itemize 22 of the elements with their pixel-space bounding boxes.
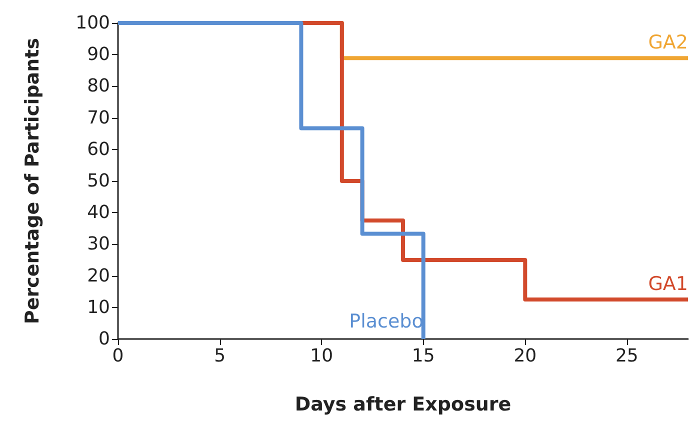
y-tick-label: 30 bbox=[87, 234, 110, 255]
series-label: Placebo bbox=[349, 310, 424, 332]
y-axis-title: Percentage of Participants bbox=[22, 38, 44, 324]
y-tick-label: 70 bbox=[87, 107, 110, 128]
y-tick-label: 0 bbox=[98, 328, 110, 350]
x-tick-label: 10 bbox=[310, 346, 334, 366]
series-label: GA2 bbox=[648, 32, 688, 54]
x-axis-title: Days after Exposure bbox=[294, 394, 512, 416]
y-tick-label: 40 bbox=[87, 202, 110, 224]
x-tick-label: 25 bbox=[615, 346, 638, 366]
y-tick-label: 60 bbox=[87, 138, 110, 160]
y-tick-label: 100 bbox=[76, 12, 110, 34]
x-tick-label: 20 bbox=[514, 346, 537, 366]
x-tick-label: 15 bbox=[412, 346, 435, 366]
x-tick-label: 5 bbox=[214, 346, 226, 366]
series-label: GA1 bbox=[648, 273, 688, 295]
y-tick-label: 50 bbox=[87, 170, 110, 192]
y-tick-label: 10 bbox=[87, 296, 110, 318]
y-tick-label: 90 bbox=[87, 44, 110, 66]
x-tick-label: 0 bbox=[112, 346, 124, 366]
y-tick-label: 20 bbox=[87, 265, 110, 286]
y-tick-label: 80 bbox=[87, 76, 110, 97]
